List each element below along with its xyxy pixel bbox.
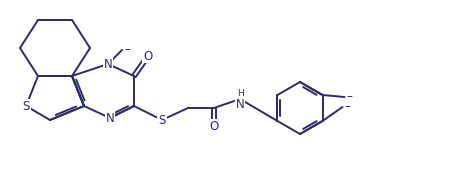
Text: O: O xyxy=(144,50,152,63)
Text: –: – xyxy=(345,100,350,113)
Text: H: H xyxy=(237,89,243,98)
Text: –: – xyxy=(124,43,130,56)
Text: S: S xyxy=(23,99,30,113)
Text: N: N xyxy=(106,112,114,124)
Text: S: S xyxy=(159,113,166,127)
Text: O: O xyxy=(209,119,219,132)
Text: N: N xyxy=(104,57,113,70)
Text: –: – xyxy=(347,90,352,103)
Text: N: N xyxy=(235,98,244,111)
